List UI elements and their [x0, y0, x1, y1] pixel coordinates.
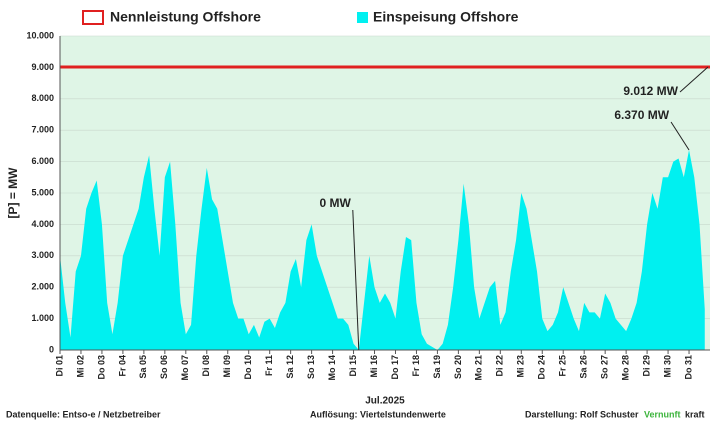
- annotation-label: 6.370 MW: [614, 108, 669, 122]
- y-tick-label: 4.000: [31, 219, 54, 229]
- x-tick-label: Do 03: [96, 355, 106, 380]
- x-tick-label: Mo 28: [621, 355, 631, 381]
- x-tick-label: Sa 26: [579, 355, 589, 379]
- x-tick-label: Do 24: [537, 355, 547, 380]
- x-tick-label: Do 10: [243, 355, 253, 380]
- x-tick-label: So 13: [306, 355, 316, 379]
- legend-label-reference: Nennleistung Offshore: [110, 9, 261, 25]
- x-tick-label: Fr 11: [264, 355, 274, 376]
- footer-source: Datenquelle: Entso-e / Netzbetreiber: [6, 409, 161, 419]
- annotation-label: 0 MW: [319, 196, 351, 210]
- annotation-leader: [670, 121, 690, 151]
- y-tick-label: 5.000: [31, 187, 54, 197]
- y-axis-label: [P] = MW: [6, 167, 20, 219]
- x-tick-label: Mo 14: [327, 355, 337, 381]
- footer-author: Darstellung: Rolf Schuster: [525, 409, 639, 419]
- x-tick-label: Di 08: [201, 355, 211, 377]
- area: [60, 149, 705, 350]
- x-tick-label: Mi 09: [222, 355, 232, 378]
- footer-brand-black: kraft: [685, 409, 705, 419]
- x-tick-label: Mi 16: [369, 355, 379, 378]
- x-tick-label: Sa 05: [138, 355, 148, 379]
- legend-swatch-reference: [82, 10, 104, 25]
- x-tick-label: Mi 23: [516, 355, 526, 378]
- annotation-leader: [679, 66, 709, 93]
- legend-label-series: Einspeisung Offshore: [373, 9, 519, 25]
- legend-swatch-series: [357, 12, 368, 23]
- x-tick-label: Sa 12: [285, 355, 295, 379]
- x-tick-label: So 06: [159, 355, 169, 379]
- x-tick-label: Mi 02: [75, 355, 85, 378]
- x-tick-label: Fr 04: [117, 355, 127, 377]
- x-tick-label: Di 01: [54, 355, 64, 377]
- y-tick-label: 9.000: [31, 62, 54, 72]
- footer-brand-green: Vernunft: [644, 409, 681, 419]
- annotation-leader: [352, 209, 360, 351]
- y-tick-label: 1.000: [31, 313, 54, 323]
- x-tick-label: Mo 07: [180, 355, 190, 381]
- x-tick-label: Di 22: [495, 355, 505, 377]
- y-tick-label: 10.000: [26, 30, 54, 40]
- x-tick-label: Mi 30: [662, 355, 672, 378]
- x-tick-label: Fr 25: [558, 355, 568, 377]
- x-tick-label: Sa 19: [432, 355, 442, 379]
- y-tick-label: 3.000: [31, 250, 54, 260]
- x-tick-label: Fr 18: [411, 355, 421, 377]
- x-tick-label: Do 31: [683, 355, 693, 380]
- y-tick-label: 2.000: [31, 282, 54, 292]
- x-axis-label: Jul.2025: [365, 396, 405, 407]
- y-tick-label: 7.000: [31, 125, 54, 135]
- annotation-label: 9.012 MW: [623, 84, 678, 98]
- x-tick-label: Do 17: [390, 355, 400, 380]
- footer-resolution: Auflösung: Viertelstundenwerte: [310, 409, 446, 419]
- x-tick-label: Mo 21: [474, 355, 484, 381]
- y-tick-label: 6.000: [31, 156, 54, 166]
- x-tick-label: So 27: [600, 355, 610, 379]
- y-tick-label: 8.000: [31, 93, 54, 103]
- y-tick-label: 0: [49, 344, 54, 354]
- x-tick-label: Di 29: [641, 355, 651, 377]
- x-tick-label: Di 15: [348, 355, 358, 377]
- x-tick-label: So 20: [453, 355, 463, 379]
